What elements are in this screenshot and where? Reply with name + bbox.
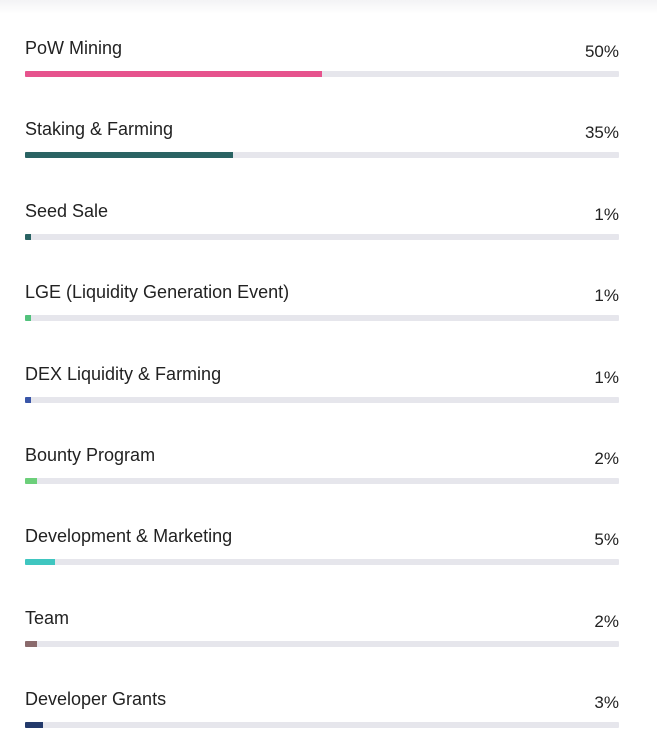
allocation-label: Team xyxy=(25,608,70,628)
allocation-percent: 2% xyxy=(594,449,619,468)
allocation-percent: 1% xyxy=(594,205,619,224)
allocation-percent: 1% xyxy=(594,286,619,305)
progress-track xyxy=(25,315,619,321)
allocation-label: Developer Grants xyxy=(25,689,167,709)
progress-track xyxy=(25,152,619,158)
allocation-label: LGE (Liquidity Generation Event) xyxy=(25,282,290,302)
progress-fill xyxy=(25,315,31,321)
allocation-row: Bounty Program 2% xyxy=(25,444,619,494)
allocation-row: DEX Liquidity & Farming 1% xyxy=(25,363,619,413)
allocation-percent: 35% xyxy=(584,123,619,142)
allocation-row: Team 2% xyxy=(25,607,619,657)
allocation-percent: 2% xyxy=(594,612,619,631)
progress-fill xyxy=(25,641,37,647)
allocation-percent: 1% xyxy=(594,368,619,387)
progress-fill xyxy=(25,722,43,728)
allocation-label: Seed Sale xyxy=(25,201,109,221)
allocation-label: Bounty Program xyxy=(25,445,156,465)
progress-track xyxy=(25,71,619,77)
allocation-label: PoW Mining xyxy=(25,38,123,58)
progress-fill xyxy=(25,478,37,484)
allocation-row: LGE (Liquidity Generation Event) 1% xyxy=(25,281,619,331)
progress-fill xyxy=(25,71,322,77)
allocation-percent: 50% xyxy=(584,42,619,61)
allocation-row: Staking & Farming 35% xyxy=(25,118,619,168)
progress-fill xyxy=(25,152,233,158)
allocation-label: Development & Marketing xyxy=(25,526,233,546)
allocation-label: DEX Liquidity & Farming xyxy=(25,364,222,384)
allocation-label: Staking & Farming xyxy=(25,119,174,139)
allocation-percent: 3% xyxy=(594,693,619,712)
top-shadow xyxy=(0,0,657,14)
progress-track xyxy=(25,722,619,728)
allocation-row: Seed Sale 1% xyxy=(25,200,619,250)
progress-fill xyxy=(25,397,31,403)
allocation-percent: 5% xyxy=(594,530,619,549)
progress-track xyxy=(25,478,619,484)
progress-fill xyxy=(25,559,55,565)
allocation-row: Development & Marketing 5% xyxy=(25,525,619,575)
progress-fill xyxy=(25,234,31,240)
progress-track xyxy=(25,641,619,647)
progress-track xyxy=(25,397,619,403)
progress-track xyxy=(25,234,619,240)
progress-track xyxy=(25,559,619,565)
allocation-row: PoW Mining 50% xyxy=(25,37,619,87)
allocation-row: Developer Grants 3% xyxy=(25,688,619,738)
